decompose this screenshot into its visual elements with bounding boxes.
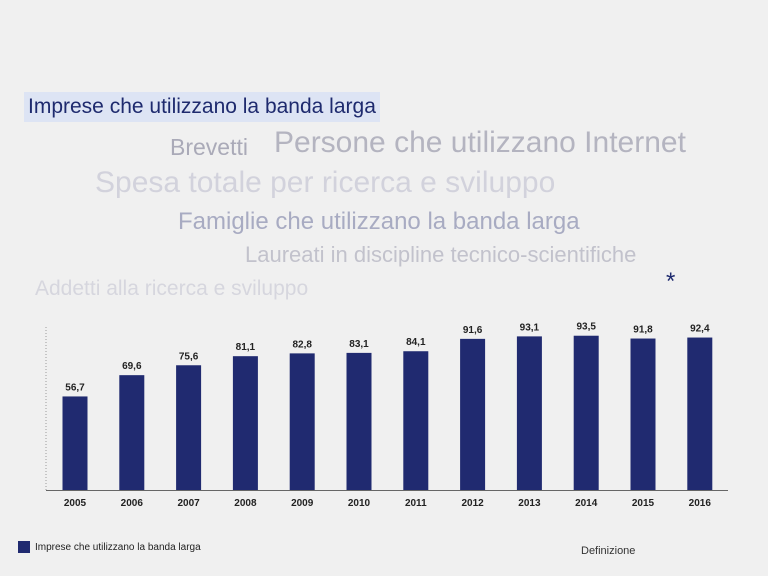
- indicator-laureati[interactable]: Laureati in discipline tecnico-scientifi…: [245, 242, 637, 267]
- bar-2015: [630, 338, 656, 490]
- x-tick-label-2013: 2013: [518, 498, 541, 509]
- x-tick-label-2006: 2006: [121, 498, 144, 509]
- bar-2008: [232, 356, 258, 490]
- bar-2007: [176, 365, 202, 490]
- x-tick-label-2012: 2012: [461, 498, 484, 509]
- chart-legend: Imprese che utilizzano la banda larga: [18, 541, 201, 553]
- x-tick-label-2015: 2015: [632, 498, 655, 509]
- value-label-2009: 82,8: [292, 339, 312, 350]
- x-tick-label-2005: 2005: [64, 498, 87, 509]
- legend-swatch: [18, 541, 30, 553]
- bar-2010: [346, 352, 372, 490]
- value-label-2005: 56,7: [65, 382, 85, 393]
- x-tick-label-2008: 2008: [234, 498, 257, 509]
- indicator-persone-internet[interactable]: Persone che utilizzano Internet: [274, 126, 686, 159]
- bar-2009: [289, 353, 315, 490]
- x-tick-label-2014: 2014: [575, 498, 598, 509]
- value-label-2006: 69,6: [122, 361, 142, 372]
- bar-2012: [460, 338, 486, 490]
- legend-label: Imprese che utilizzano la banda larga: [35, 541, 201, 553]
- indicator-addetti-ricerca[interactable]: Addetti alla ricerca e sviluppo: [35, 277, 309, 300]
- value-label-2014: 93,5: [576, 322, 596, 333]
- bar-2013: [516, 336, 542, 490]
- value-label-2013: 93,1: [520, 322, 540, 333]
- x-tick-label-2009: 2009: [291, 498, 314, 509]
- bar-2006: [119, 375, 145, 490]
- value-label-2016: 92,4: [690, 324, 710, 335]
- value-label-2011: 84,1: [406, 337, 426, 348]
- indicator-famiglie-banda-larga[interactable]: Famiglie che utilizzano la banda larga: [178, 208, 580, 235]
- x-tick-label-2007: 2007: [177, 498, 200, 509]
- bar-2005: [62, 396, 88, 490]
- value-label-2007: 75,6: [179, 351, 199, 362]
- value-label-2008: 81,1: [236, 342, 256, 353]
- x-tick-label-2011: 2011: [405, 498, 427, 509]
- x-tick-label-2016: 2016: [689, 498, 712, 509]
- definition-link[interactable]: Definizione: [581, 545, 636, 557]
- bar-2016: [687, 337, 713, 490]
- bar-2014: [573, 335, 599, 490]
- asterisk-marker: *: [666, 268, 676, 295]
- value-label-2015: 91,8: [633, 325, 653, 336]
- bar-2011: [403, 351, 429, 490]
- value-label-2010: 83,1: [349, 339, 369, 350]
- selected-indicator-title[interactable]: Imprese che utilizzano la banda larga: [24, 92, 380, 122]
- indicator-brevetti[interactable]: Brevetti: [170, 134, 248, 160]
- value-label-2012: 91,6: [463, 325, 483, 336]
- indicator-spesa-ricerca[interactable]: Spesa totale per ricerca e sviluppo: [95, 166, 556, 199]
- x-tick-label-2010: 2010: [348, 498, 371, 509]
